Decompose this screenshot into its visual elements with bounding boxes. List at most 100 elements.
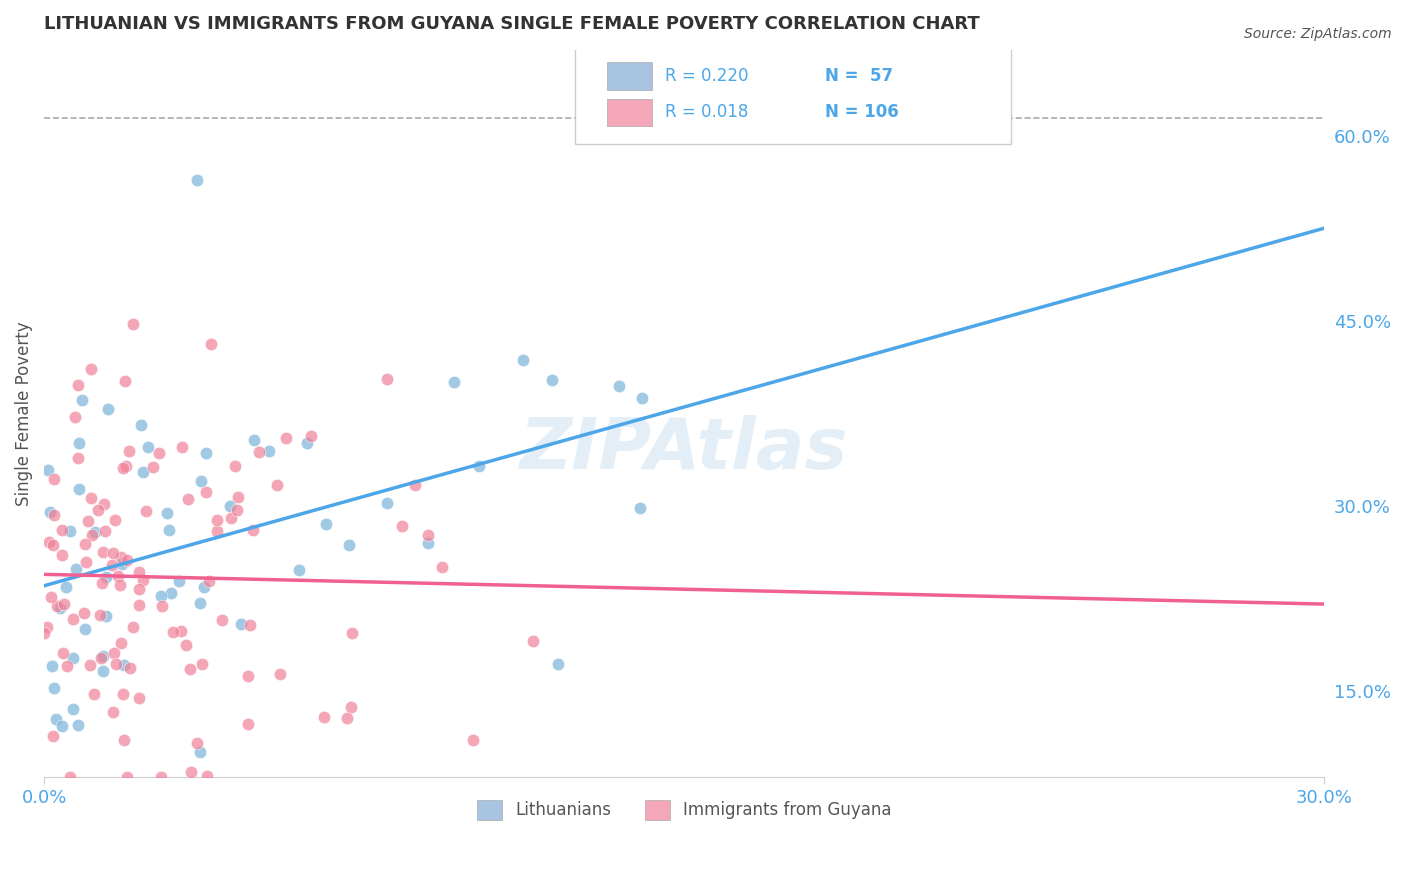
Point (80, 361, 103, 376)
Point (299, 428, 322, 442)
Point (58, 770, 80, 784)
Point (156, 506, 179, 520)
Point (111, 557, 134, 571)
Point (315, 516, 337, 531)
Point (94, 570, 117, 584)
Point (418, 535, 440, 549)
Point (150, 599, 173, 613)
Text: N = 106: N = 106 (825, 103, 898, 121)
Point (67, 378, 90, 392)
Point (391, 519, 413, 533)
Point (191, 657, 214, 672)
Point (128, 565, 150, 579)
Point (609, 378, 631, 392)
Point (115, 458, 138, 473)
Point (337, 538, 360, 552)
Point (101, 558, 124, 572)
Point (108, 577, 131, 591)
Point (224, 459, 246, 474)
Point (221, 511, 243, 525)
Point (94, 608, 117, 623)
Point (55, 580, 77, 594)
Point (42, 472, 65, 486)
Point (82, 528, 104, 542)
Point (38, 535, 60, 549)
Point (336, 711, 359, 725)
Point (211, 613, 233, 627)
Point (190, 475, 212, 489)
Point (118, 444, 141, 458)
Point (340, 699, 363, 714)
Point (416, 528, 439, 542)
Point (179, 662, 201, 676)
Legend: Lithuanians, Immigrants from Guyana: Lithuanians, Immigrants from Guyana (470, 793, 898, 827)
Point (51, 719, 73, 733)
Point (239, 618, 262, 632)
Point (45, 712, 67, 726)
Point (112, 657, 135, 672)
FancyBboxPatch shape (607, 98, 652, 126)
Point (194, 484, 217, 499)
Point (162, 625, 184, 640)
Point (269, 667, 291, 681)
Point (67, 718, 90, 732)
Point (205, 524, 228, 538)
Point (51, 549, 73, 563)
Point (177, 492, 200, 507)
Point (91, 664, 114, 678)
Point (114, 374, 136, 388)
Point (37, 463, 59, 477)
Point (274, 430, 297, 444)
Point (122, 317, 145, 331)
Point (295, 435, 318, 450)
Point (59, 524, 82, 539)
Point (44, 508, 66, 522)
Point (80, 491, 103, 505)
Point (547, 657, 569, 671)
Point (247, 444, 270, 458)
Point (243, 434, 266, 448)
Point (37, 620, 59, 634)
Point (136, 440, 159, 454)
Point (39, 591, 62, 605)
Point (463, 733, 485, 747)
Point (170, 440, 193, 454)
FancyBboxPatch shape (575, 43, 1011, 145)
Point (132, 465, 155, 479)
Point (340, 626, 363, 640)
Point (174, 638, 197, 652)
Text: ZIPAtlas: ZIPAtlas (520, 415, 848, 484)
Point (62, 651, 84, 665)
Point (160, 586, 183, 600)
Point (110, 549, 132, 564)
Point (101, 546, 124, 560)
Point (405, 477, 427, 491)
Point (375, 372, 398, 386)
Point (157, 523, 180, 537)
Point (443, 375, 465, 389)
Point (65, 562, 87, 576)
Point (128, 582, 150, 596)
Point (91, 544, 114, 558)
Point (56, 659, 79, 673)
Point (167, 574, 190, 588)
Point (132, 573, 155, 587)
Point (66, 451, 89, 466)
Point (51, 523, 73, 537)
Point (84, 524, 107, 539)
Y-axis label: Single Female Poverty: Single Female Poverty (15, 321, 32, 506)
Point (180, 764, 202, 779)
Point (266, 477, 288, 491)
Point (236, 669, 259, 683)
Point (194, 446, 217, 460)
Point (512, 352, 534, 367)
Point (200, 336, 222, 351)
Text: N =  57: N = 57 (825, 67, 893, 85)
FancyBboxPatch shape (607, 62, 652, 90)
Point (257, 443, 280, 458)
Point (195, 769, 218, 783)
Point (90, 651, 112, 665)
Point (218, 499, 240, 513)
Point (120, 661, 142, 675)
Point (62, 612, 84, 626)
